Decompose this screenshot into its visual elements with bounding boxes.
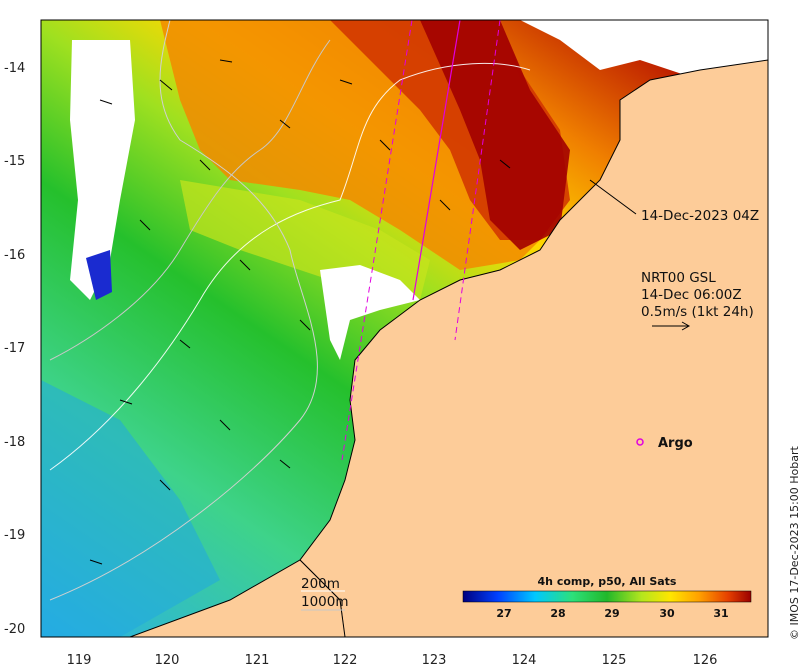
y-tick: -19: [4, 528, 25, 543]
y-tick: -20: [4, 622, 25, 637]
credit-text: © IMOS 17-Dec-2023 15:00 Hobart: [788, 445, 801, 640]
cloud-mask-coast: [320, 265, 420, 360]
x-tick: 125: [602, 653, 627, 668]
colorbar-tick: 27: [496, 607, 511, 620]
x-axis: 119 120 121 122 123 124 125 126: [67, 653, 718, 668]
cool-water: [41, 380, 220, 637]
colorbar-title: 4h comp, p50, All Sats: [538, 575, 677, 588]
x-tick: 119: [67, 653, 92, 668]
colorbar-tick: 29: [604, 607, 619, 620]
land-south: [129, 559, 346, 637]
argo-float-marker: [636, 438, 644, 446]
y-tick: -14: [4, 61, 25, 76]
track-leader: [589, 179, 637, 215]
cloud-mask-north: [520, 20, 768, 80]
contour-200-label: 200m: [301, 576, 340, 592]
y-axis: -14 -15 -16 -17 -18 -19 -20: [4, 61, 25, 637]
colorbar-gradient: [462, 590, 752, 603]
current-time: 14-Dec 06:00Z: [641, 287, 742, 303]
plot-area: [41, 20, 768, 637]
colorbar: 4h comp, p50, All Sats 27 28 29 30 31: [462, 575, 752, 620]
track-time-label: 14-Dec-2023 04Z: [641, 208, 759, 224]
x-tick: 121: [245, 653, 270, 668]
x-tick: 126: [693, 653, 718, 668]
current-scale-arrow: [652, 321, 691, 331]
x-tick: 120: [155, 653, 180, 668]
y-tick: -16: [4, 248, 25, 263]
contour-1000-label: 1000m: [301, 594, 349, 610]
current-vectors: [89, 59, 511, 565]
x-tick: 124: [512, 653, 537, 668]
y-tick: -17: [4, 341, 25, 356]
land: [299, 59, 768, 637]
track-3: [454, 20, 501, 341]
contour-1000m: [49, 20, 318, 601]
current-title: NRT00 GSL: [641, 270, 716, 286]
colorbar-tick: 28: [550, 607, 565, 620]
x-tick: 123: [422, 653, 447, 668]
track-1: [341, 20, 413, 461]
cloud-mask: [70, 40, 135, 300]
cold-anomaly: [86, 250, 112, 300]
track-2: [412, 20, 461, 301]
hottest-water: [420, 20, 570, 250]
colorbar-tick: 30: [659, 607, 675, 620]
current-scale-label: 0.5m/s (1kt 24h): [641, 304, 754, 320]
plot-frame: [40, 19, 769, 638]
y-tick: -15: [4, 154, 25, 169]
x-tick: 122: [333, 653, 358, 668]
contour-200m: [49, 62, 531, 471]
colorbar-tick: 31: [713, 607, 728, 620]
y-tick: -18: [4, 435, 25, 450]
argo-label: Argo: [658, 436, 693, 451]
contour-1000m-inner: [49, 39, 331, 361]
